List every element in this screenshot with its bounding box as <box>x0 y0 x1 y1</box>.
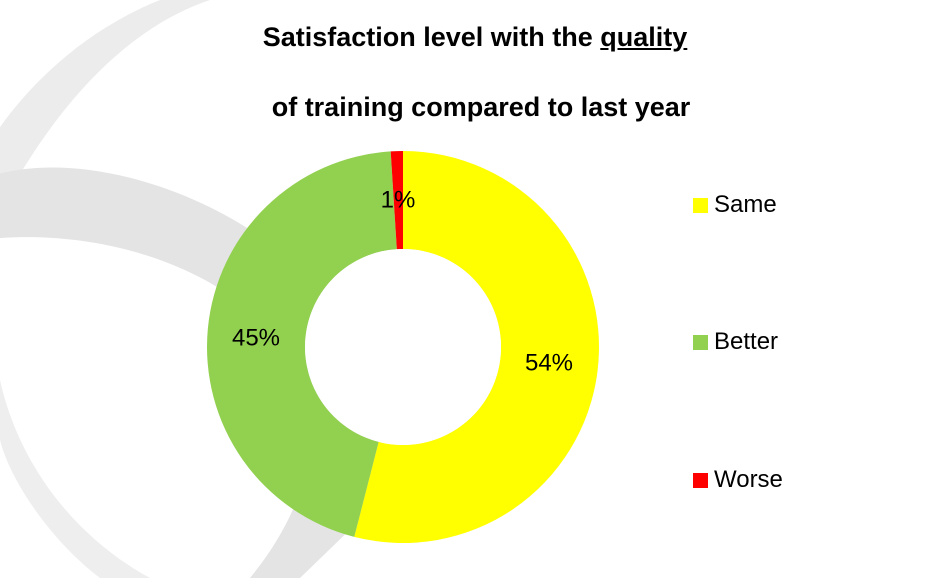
background-arc-shape <box>0 380 150 578</box>
donut-slice-better <box>207 151 397 537</box>
donut-hole <box>305 249 501 445</box>
data-label-better: 45% <box>232 324 280 351</box>
chart-title-emphasis: quality <box>600 22 688 52</box>
legend-item-better: Better <box>693 328 778 356</box>
legend-label-better: Better <box>714 328 779 355</box>
data-label-same: 54% <box>525 349 573 376</box>
data-label-worse: 1% <box>381 186 416 213</box>
chart-title-line-1: Satisfaction level with the quality <box>2 22 946 53</box>
chart-title-prefix: Satisfaction level with the <box>262 22 601 52</box>
background-arc-shape <box>0 0 210 210</box>
legend-swatch-same <box>693 197 708 213</box>
legend-item-worse: Worse <box>693 466 783 494</box>
donut-slice-worse <box>390 151 403 250</box>
legend-item-same: Same <box>693 191 777 219</box>
legend-label-same: Same <box>714 191 777 218</box>
legend-swatch-better <box>693 334 708 350</box>
donut-slice-same <box>354 151 600 543</box>
legend-swatch-worse <box>693 472 708 488</box>
legend-label-worse: Worse <box>714 466 783 493</box>
chart-title-line-2: of training compared to last year <box>271 92 691 122</box>
